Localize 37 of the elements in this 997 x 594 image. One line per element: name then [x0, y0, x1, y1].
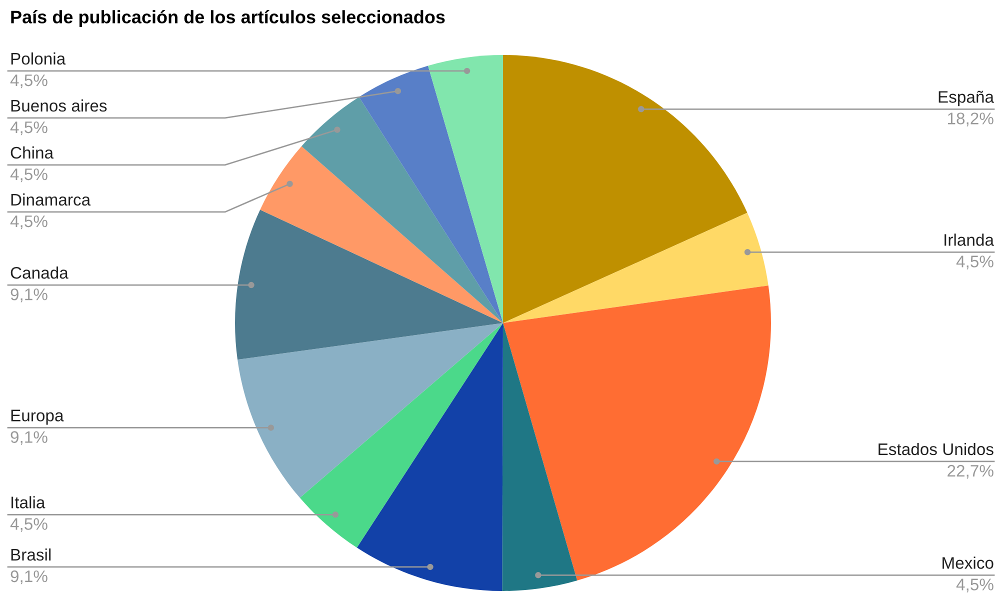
- pie-slice: [428, 55, 503, 323]
- data-label: 4,5%: [10, 518, 48, 532]
- slice-label: Europa: [11, 410, 64, 425]
- data-label: 9,1%: [10, 570, 48, 584]
- slice-label: Mexico: [942, 556, 994, 569]
- pie-slice: [359, 66, 503, 323]
- slice-label: Buenos aires: [11, 99, 107, 112]
- data-label: 4,5%: [956, 256, 994, 270]
- pie-slice: [238, 323, 503, 498]
- pie-slice: [302, 96, 503, 323]
- data-label: 4,5%: [10, 74, 48, 88]
- data-label: 9,1%: [10, 431, 48, 445]
- pie-slice: [235, 210, 503, 360]
- data-label: 4,5%: [10, 168, 48, 182]
- slice-label: Italia: [12, 496, 46, 508]
- slice-label: Polonia: [11, 52, 66, 65]
- chart-title: País de publicación de los artículos seleccionados: [11, 10, 445, 27]
- slice-label: Estados Unidos: [878, 442, 994, 456]
- slice-label: Canada: [10, 266, 68, 279]
- data-label: 4,5%: [10, 215, 48, 230]
- pie-slice: [502, 323, 578, 591]
- data-label: 22,7%: [948, 464, 994, 479]
- data-label: 18,2%: [948, 112, 994, 126]
- data-label: 4,5%: [956, 578, 994, 592]
- slice-label: China: [10, 146, 54, 159]
- pie-slice: [503, 55, 748, 323]
- data-label: 9,1%: [10, 288, 48, 302]
- pie-slice: [503, 286, 771, 581]
- slice-label: Irlanda: [944, 234, 994, 246]
- pie-slice: [356, 323, 503, 591]
- pie-slice: [300, 323, 503, 548]
- pie-slice: [260, 146, 503, 323]
- data-label: 4,5%: [10, 121, 48, 136]
- slice-label: Brasil: [11, 548, 51, 561]
- pie-slice: [503, 212, 768, 323]
- slice-label: Dinamarca: [11, 193, 91, 206]
- slice-label: España: [938, 90, 994, 106]
